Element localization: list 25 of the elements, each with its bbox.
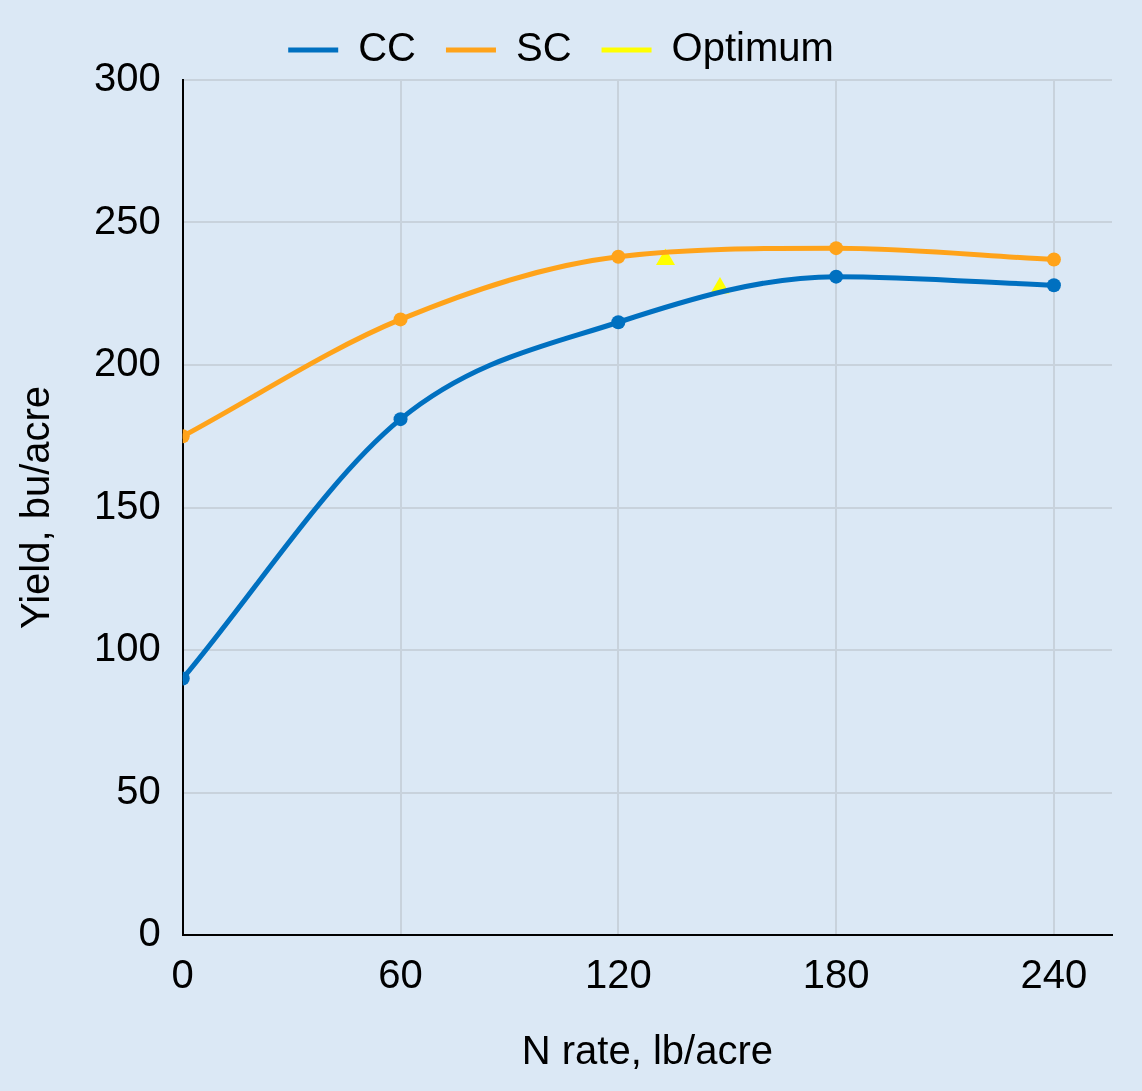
legend-label: CC	[358, 25, 416, 70]
y-tick-label: 250	[93, 197, 161, 242]
point	[393, 412, 408, 427]
x-tick-label: 60	[378, 952, 423, 997]
point	[829, 269, 844, 284]
y-tick-label: 300	[93, 55, 161, 100]
point	[393, 312, 408, 327]
point	[829, 241, 844, 256]
y-tick-label: 200	[93, 340, 161, 385]
y-tick-label: 100	[93, 625, 161, 670]
x-axis-title: N rate, lb/acre	[521, 1028, 773, 1073]
y-tick-label: 150	[93, 482, 161, 527]
x-tick-label: 0	[171, 952, 194, 997]
legend-label: SC	[515, 25, 572, 70]
y-axis-title: Yield, bu/acre	[13, 385, 58, 630]
point	[611, 249, 626, 264]
y-tick-label: 50	[116, 767, 161, 812]
point	[1046, 278, 1061, 293]
y-tick-label: 0	[138, 910, 161, 955]
legend-label: Optimum	[671, 25, 834, 70]
x-tick-label: 180	[802, 952, 870, 997]
x-tick-label: 240	[1020, 952, 1088, 997]
point	[1046, 252, 1061, 267]
x-tick-label: 120	[584, 952, 652, 997]
point	[611, 315, 626, 330]
